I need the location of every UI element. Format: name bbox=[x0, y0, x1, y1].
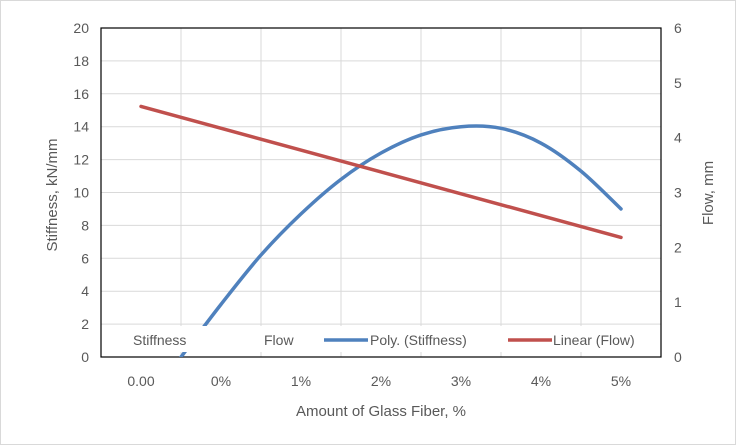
legend-entry: Linear (Flow) bbox=[553, 332, 635, 348]
y2-axis-title: Flow, mm bbox=[700, 161, 717, 225]
left-axis-ticks: 0 2 4 6 8 10 12 14 16 18 20 bbox=[73, 20, 89, 365]
y-tick-label: 8 bbox=[81, 217, 89, 233]
y-tick-label: 0 bbox=[81, 349, 89, 365]
right-axis-ticks: 0 1 2 3 4 5 6 bbox=[674, 20, 682, 365]
legend-entry: Flow bbox=[264, 332, 294, 348]
y-tick-label: 12 bbox=[73, 152, 89, 168]
series-lines bbox=[139, 104, 623, 357]
plot-area-border bbox=[100, 27, 662, 358]
y-tick-label: 18 bbox=[73, 53, 89, 69]
y2-tick-label: 1 bbox=[674, 294, 682, 310]
y-tick-label: 20 bbox=[73, 20, 89, 36]
y2-tick-label: 5 bbox=[674, 75, 682, 91]
x-tick-label: 0% bbox=[211, 373, 231, 389]
y2-tick-label: 4 bbox=[674, 130, 682, 146]
y2-tick-label: 2 bbox=[674, 239, 682, 255]
y-tick-label: 6 bbox=[81, 250, 89, 266]
legend-entry: Poly. (Stiffness) bbox=[370, 332, 467, 348]
x-tick-label: 4% bbox=[531, 373, 551, 389]
legend-entry: Stiffness bbox=[133, 332, 186, 348]
y-axis-title: Stiffness, kN/mm bbox=[44, 138, 61, 251]
y2-tick-label: 6 bbox=[674, 20, 682, 36]
x-tick-label: 3% bbox=[451, 373, 471, 389]
y-tick-label: 4 bbox=[81, 283, 89, 299]
series-line-linear-flow bbox=[139, 104, 623, 240]
y2-tick-label: 3 bbox=[674, 185, 682, 201]
y-tick-label: 10 bbox=[73, 185, 89, 201]
x-axis-title: Amount of Glass Fiber, % bbox=[296, 403, 466, 420]
x-axis-ticks: 0.00 0% 1% 2% 3% 4% 5% bbox=[127, 373, 631, 389]
y-tick-label: 14 bbox=[73, 119, 89, 135]
x-tick-label: 0.00 bbox=[127, 373, 154, 389]
x-tick-label: 2% bbox=[371, 373, 391, 389]
y-tick-label: 2 bbox=[81, 316, 89, 332]
y2-tick-label: 0 bbox=[674, 349, 682, 365]
gridlines bbox=[101, 27, 661, 358]
x-tick-label: 5% bbox=[611, 373, 631, 389]
legend-background bbox=[117, 326, 652, 352]
legend: Stiffness Flow Poly. (Stiffness) Linear (Fl… bbox=[117, 326, 652, 352]
series-line-poly-stiffness bbox=[179, 124, 623, 357]
y-tick-label: 16 bbox=[73, 86, 89, 102]
x-tick-label: 1% bbox=[291, 373, 311, 389]
